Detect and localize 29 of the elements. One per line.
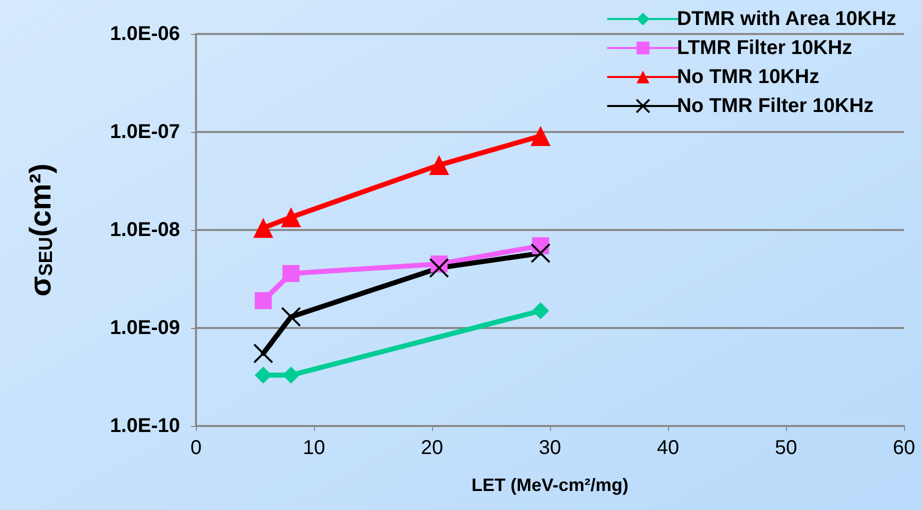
x-tick-label: 0 xyxy=(190,437,202,459)
x-tick-label: 40 xyxy=(656,437,680,459)
point xyxy=(429,155,450,176)
point xyxy=(280,207,301,228)
legend-label: No TMR Filter 10KHz xyxy=(676,95,874,117)
point xyxy=(280,306,301,327)
y-tick-label: 1.0E-08 xyxy=(110,219,180,241)
x-tick-label: 20 xyxy=(420,437,444,459)
y-tick-label: 1.0E-06 xyxy=(110,23,180,45)
y-tick-label: 1.0E-07 xyxy=(110,121,180,143)
point xyxy=(254,292,272,310)
point xyxy=(532,302,550,320)
legend-label: DTMR with Area 10KHz xyxy=(676,8,896,30)
y-tick-label: 1.0E-09 xyxy=(110,317,180,339)
point xyxy=(282,264,300,282)
point xyxy=(253,218,274,238)
legend-label: LTMR Filter 10KHz xyxy=(676,37,852,59)
x-tick-label: 50 xyxy=(774,437,798,459)
x-tick-label: 30 xyxy=(538,437,562,459)
point xyxy=(253,343,274,364)
point xyxy=(429,258,450,278)
legend-label: No TMR 10KHz xyxy=(676,66,820,88)
x-tick-label: 60 xyxy=(892,437,916,459)
point xyxy=(530,126,551,146)
x-tick-label: 10 xyxy=(302,437,326,459)
point xyxy=(530,243,551,264)
y-tick-label: 1.0E-10 xyxy=(110,415,180,437)
y-axis-title: σSEU(cm²) xyxy=(24,164,58,296)
x-axis-title: LET (MeV-cm²/mg) xyxy=(471,475,629,495)
